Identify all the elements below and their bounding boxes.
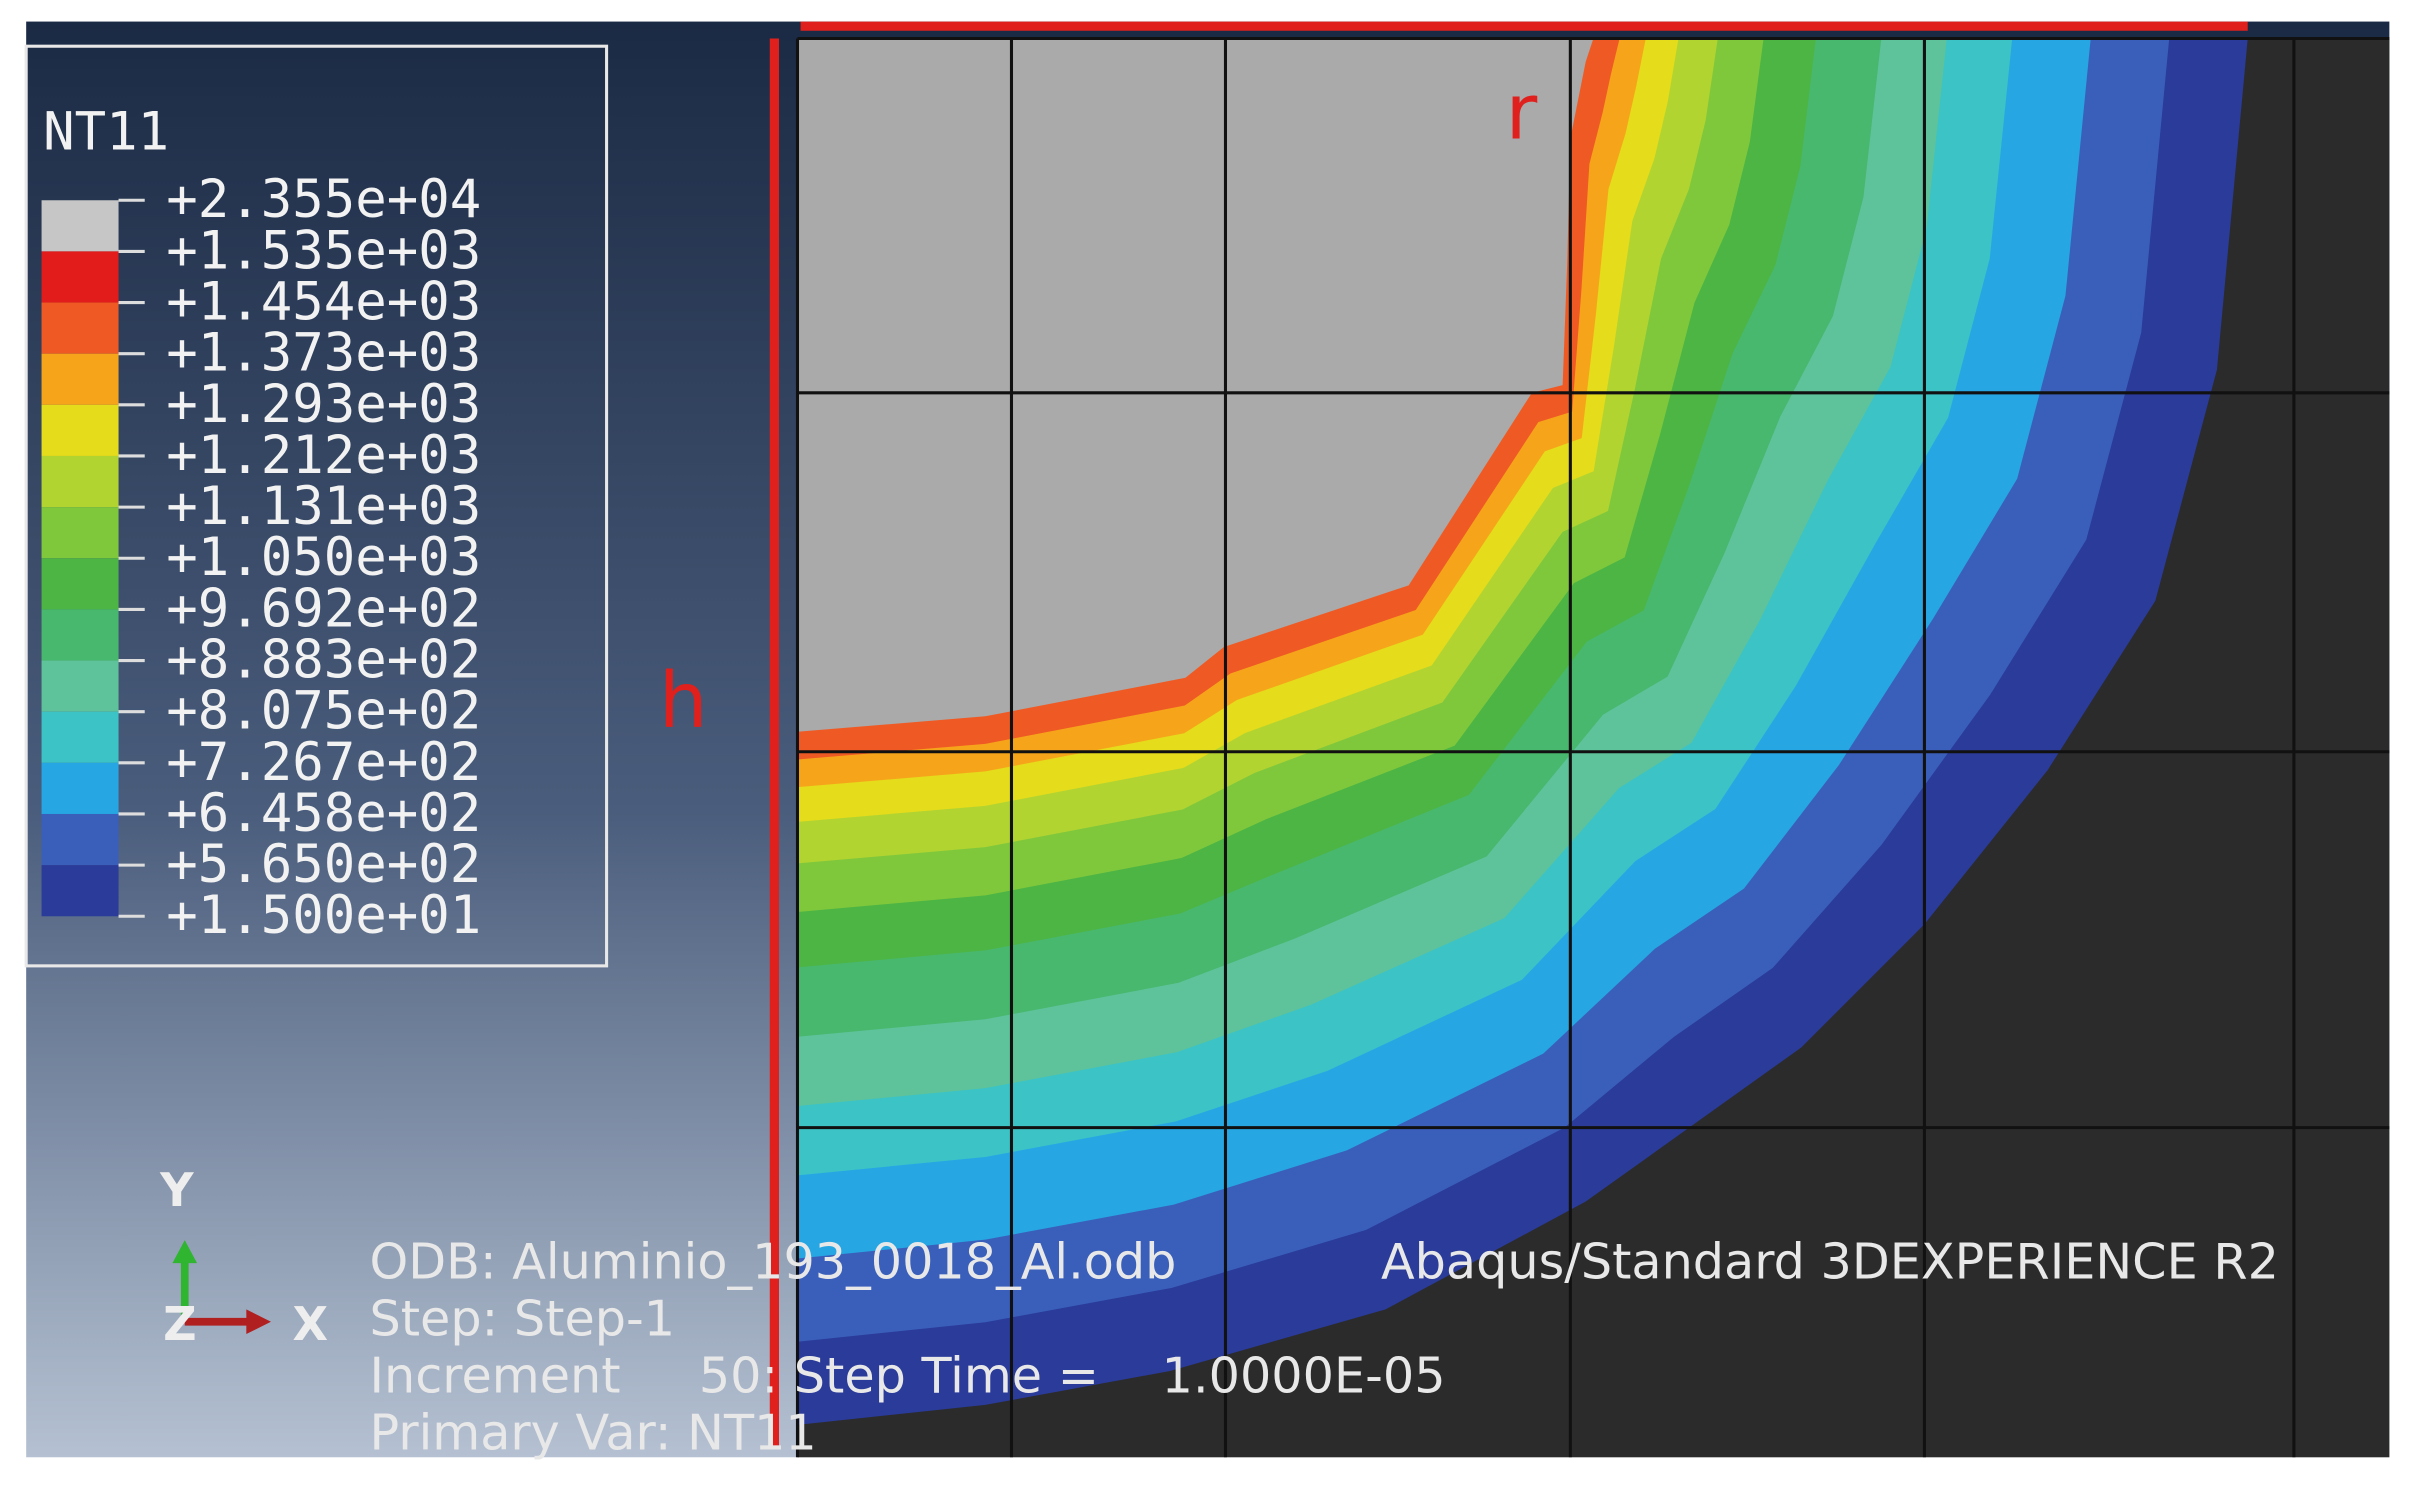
legend-label: +1.293e+03 bbox=[166, 374, 481, 435]
legend-swatch bbox=[41, 251, 119, 303]
mesh bbox=[795, 36, 2390, 1458]
triad-arrow bbox=[172, 1240, 198, 1264]
legend-label: +1.373e+03 bbox=[166, 323, 481, 384]
legend-label: +8.075e+02 bbox=[166, 681, 481, 742]
legend-label: +1.500e+01 bbox=[166, 885, 481, 946]
legend-label: +5.650e+02 bbox=[166, 834, 481, 895]
legend-swatch bbox=[41, 455, 119, 508]
contour-band bbox=[797, 38, 1594, 732]
annotation-h: h bbox=[659, 657, 708, 746]
legend-swatch bbox=[41, 813, 119, 866]
legend: +2.355e+04+1.535e+03+1.454e+03+1.373e+03… bbox=[41, 169, 481, 946]
legend-label: +1.212e+03 bbox=[166, 425, 481, 486]
contour-plot bbox=[797, 38, 2248, 1425]
legend-swatch bbox=[41, 865, 119, 917]
legend-label: +2.355e+04 bbox=[166, 169, 481, 230]
annotation-r: r bbox=[1506, 69, 1538, 158]
legend-swatch bbox=[41, 660, 119, 712]
legend-swatch bbox=[41, 200, 119, 252]
triad-z: Z bbox=[163, 1297, 196, 1351]
legend-swatch bbox=[41, 404, 119, 456]
triad-y: Y bbox=[159, 1163, 194, 1217]
legend-label: +1.050e+03 bbox=[166, 527, 481, 588]
legend-swatch bbox=[41, 711, 119, 763]
triad-x: X bbox=[293, 1297, 329, 1351]
legend-label: +1.535e+03 bbox=[166, 220, 481, 281]
info-increment: Increment 50: Step Time = 1.0000E-05 bbox=[369, 1347, 1445, 1405]
legend-label: +9.692e+02 bbox=[166, 578, 481, 639]
legend-label: +6.458e+02 bbox=[166, 783, 481, 844]
legend-label: +1.131e+03 bbox=[166, 476, 481, 537]
legend-swatch bbox=[41, 353, 119, 405]
triad-arrow bbox=[246, 1309, 271, 1335]
legend-title: NT11 bbox=[43, 101, 169, 162]
legend-label: +7.267e+02 bbox=[166, 732, 481, 793]
legend-swatch bbox=[41, 762, 119, 814]
info-primary: Primary Var: NT11 bbox=[369, 1404, 816, 1462]
legend-swatch bbox=[41, 507, 119, 559]
legend-swatch bbox=[41, 302, 119, 354]
info-step: Step: Step-1 bbox=[369, 1290, 675, 1348]
info-odb: ODB: Aluminio_193_0018_Al.odb bbox=[369, 1233, 1176, 1291]
legend-label: +1.454e+03 bbox=[166, 271, 481, 332]
legend-swatch bbox=[41, 609, 119, 661]
legend-box bbox=[24, 44, 609, 968]
legend-swatch bbox=[41, 558, 119, 610]
legend-label: +8.883e+02 bbox=[166, 629, 481, 690]
info-solver: Abaqus/Standard 3DEXPERIENCE R2 bbox=[1381, 1233, 2279, 1291]
